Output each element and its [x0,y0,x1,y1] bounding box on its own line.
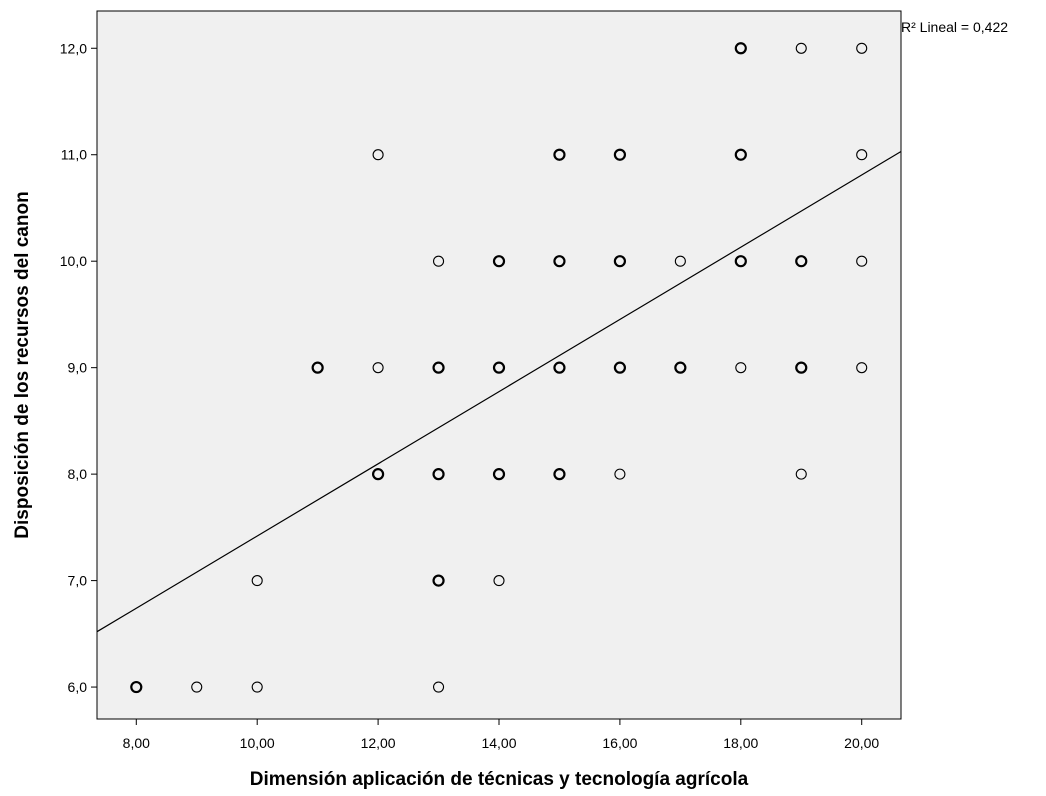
x-tick-label: 18,00 [723,735,758,751]
r2-label: R² Lineal = 0,422 [901,19,1008,35]
y-axis-title: Disposición de los recursos del canon [12,191,33,538]
x-tick-label: 16,00 [602,735,637,751]
x-axis: 8,00 10,00 12,00 14,00 16,00 18,00 20,00 [123,719,879,751]
data-point [493,575,505,587]
y-tick-label: 6,0 [68,679,88,695]
y-tick-label: 12,0 [60,40,87,56]
x-tick-label: 20,00 [844,735,879,751]
y-axis: 6,0 7,0 8,0 9,0 10,0 11,0 12,0 [60,40,97,695]
data-point [130,680,143,694]
data-point [795,255,808,268]
data-point [795,468,807,480]
data-point [251,681,263,693]
data-point [553,468,566,481]
data-points [130,42,868,694]
data-point [856,255,868,267]
plot-area [96,10,902,720]
data-point [432,468,445,481]
data-point [735,362,747,374]
data-point [311,361,324,374]
data-point [553,361,566,374]
x-tick-label: 8,00 [123,735,150,751]
data-point [734,42,747,55]
data-point [372,149,384,161]
data-point [795,361,808,374]
data-point [613,361,627,374]
data-point [795,42,807,54]
data-point [432,681,445,693]
data-point [734,148,747,161]
x-tick-label: 12,00 [361,735,396,751]
data-point [613,255,627,268]
data-point [432,361,445,374]
y-tick-label: 9,0 [68,360,88,376]
x-tick-label: 14,00 [481,735,516,751]
y-tick-label: 11,0 [61,147,87,163]
data-point [372,362,384,374]
data-point [432,574,445,587]
data-point [674,361,687,374]
data-point [856,362,868,374]
y-tick-label: 10,0 [60,253,87,269]
data-point [734,255,747,268]
data-point [856,42,868,54]
regression-line [96,151,902,633]
data-point [251,575,263,587]
data-point [492,468,506,481]
data-point [613,148,627,161]
y-tick-label: 8,0 [68,466,88,482]
data-point [432,255,445,267]
data-point [856,149,868,161]
data-point [492,255,506,268]
x-axis-title: Dimensión aplicación de técnicas y tecno… [250,769,749,790]
data-point [191,681,203,693]
data-point [492,361,506,374]
y-tick-label: 7,0 [68,573,88,589]
data-point [553,255,566,268]
x-tick-label: 10,00 [240,735,275,751]
data-point [553,148,566,161]
data-point [614,468,626,480]
data-point [674,255,686,267]
data-point [371,468,385,481]
